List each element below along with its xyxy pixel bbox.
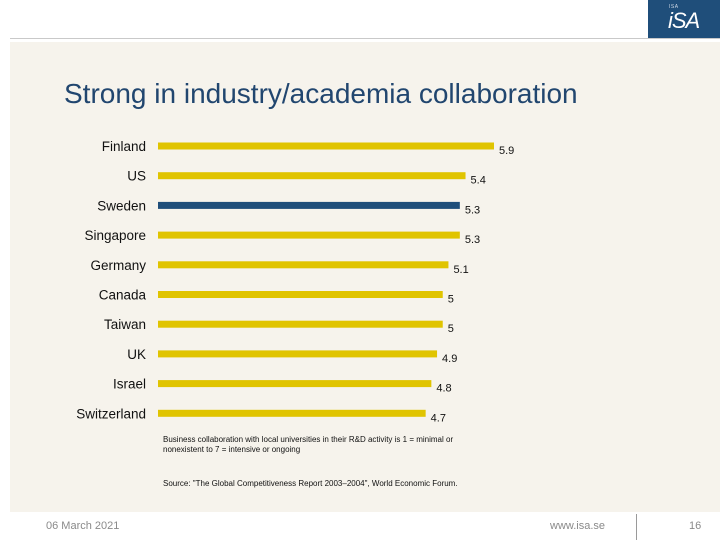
footer-date: 06 March 2021: [46, 520, 120, 532]
bar-canada: [158, 291, 443, 298]
value-label-finland: 5.9: [499, 145, 514, 157]
bar-sweden: [158, 201, 460, 209]
bar-taiwan: [158, 320, 443, 328]
chart-source: Source: "The Global Competitiveness Repo…: [163, 479, 458, 488]
category-label-taiwan: Taiwan: [104, 317, 146, 332]
top-divider: [10, 38, 720, 39]
category-label-singapore: Singapore: [84, 228, 146, 243]
value-label-us: 5.4: [471, 175, 486, 187]
value-label-uk: 4.9: [442, 353, 457, 365]
category-label-us: US: [127, 169, 146, 184]
footer-url[interactable]: www.isa.se: [550, 520, 606, 532]
page-number: 16: [689, 520, 702, 532]
slide-title: Strong in industry/academia collaboratio…: [64, 78, 578, 109]
chart-note: Business collaboration with local univer…: [163, 435, 454, 454]
category-label-uk: UK: [127, 347, 146, 362]
isa-logo: ISA iSA: [648, 0, 720, 38]
value-label-taiwan: 5: [448, 323, 454, 335]
category-label-sweden: Sweden: [97, 198, 146, 213]
value-label-sweden: 5.3: [465, 204, 480, 216]
category-label-switzerland: Switzerland: [76, 406, 146, 421]
logo-small-text: ISA: [669, 4, 679, 10]
category-label-israel: Israel: [113, 377, 146, 392]
bar-switzerland: [158, 409, 426, 417]
value-label-israel: 4.8: [436, 383, 451, 395]
bar-us: [158, 172, 466, 180]
bar-germany: [158, 261, 449, 269]
category-label-germany: Germany: [90, 258, 146, 273]
category-label-canada: Canada: [99, 288, 147, 303]
value-label-singapore: 5.3: [465, 234, 480, 246]
value-label-canada: 5: [448, 294, 454, 306]
value-label-switzerland: 4.7: [431, 412, 446, 424]
logo-text: iSA: [668, 8, 700, 33]
bar-singapore: [158, 231, 460, 239]
bar-finland: [158, 142, 494, 150]
category-label-finland: Finland: [102, 139, 146, 154]
bar-uk: [158, 350, 438, 358]
slide-panel: [10, 42, 720, 512]
footer-divider: [636, 514, 637, 540]
value-label-germany: 5.1: [453, 264, 468, 276]
bar-israel: [158, 380, 432, 388]
